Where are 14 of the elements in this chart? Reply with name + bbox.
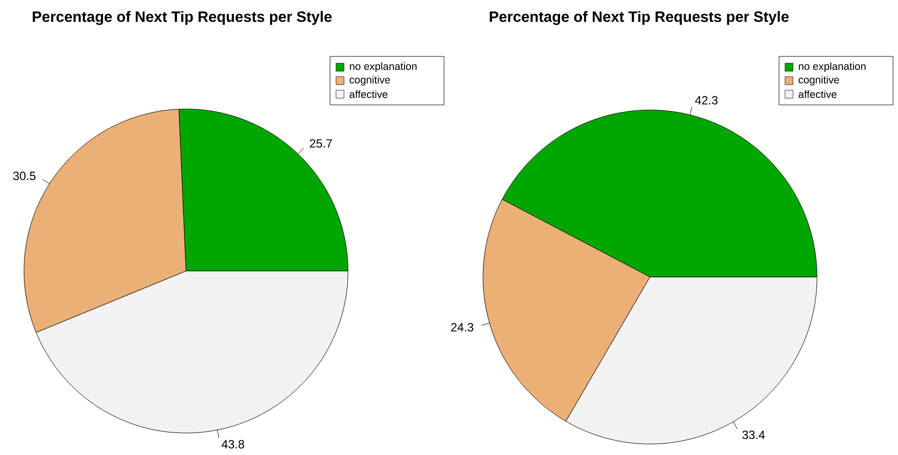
legend-label: cognitive <box>798 76 840 86</box>
legend-label: no explanation <box>350 62 417 72</box>
legend-label: affective <box>350 90 388 98</box>
legend-label: affective <box>798 90 837 98</box>
data-label: 42.3 <box>695 96 718 104</box>
legend-label: no explanation <box>798 62 866 72</box>
data-label: 30.5 <box>13 172 36 180</box>
legend-label: cognitive <box>350 76 390 86</box>
data-label: 33.4 <box>742 430 765 440</box>
chart-title: Percentage of Next Tip Requests per Style <box>32 10 332 25</box>
data-label: 25.7 <box>310 139 332 148</box>
chart-title: Percentage of Next Tip Requests per Style <box>490 10 789 25</box>
data-label: 43.8 <box>222 440 244 448</box>
data-label: 24.3 <box>451 323 474 332</box>
